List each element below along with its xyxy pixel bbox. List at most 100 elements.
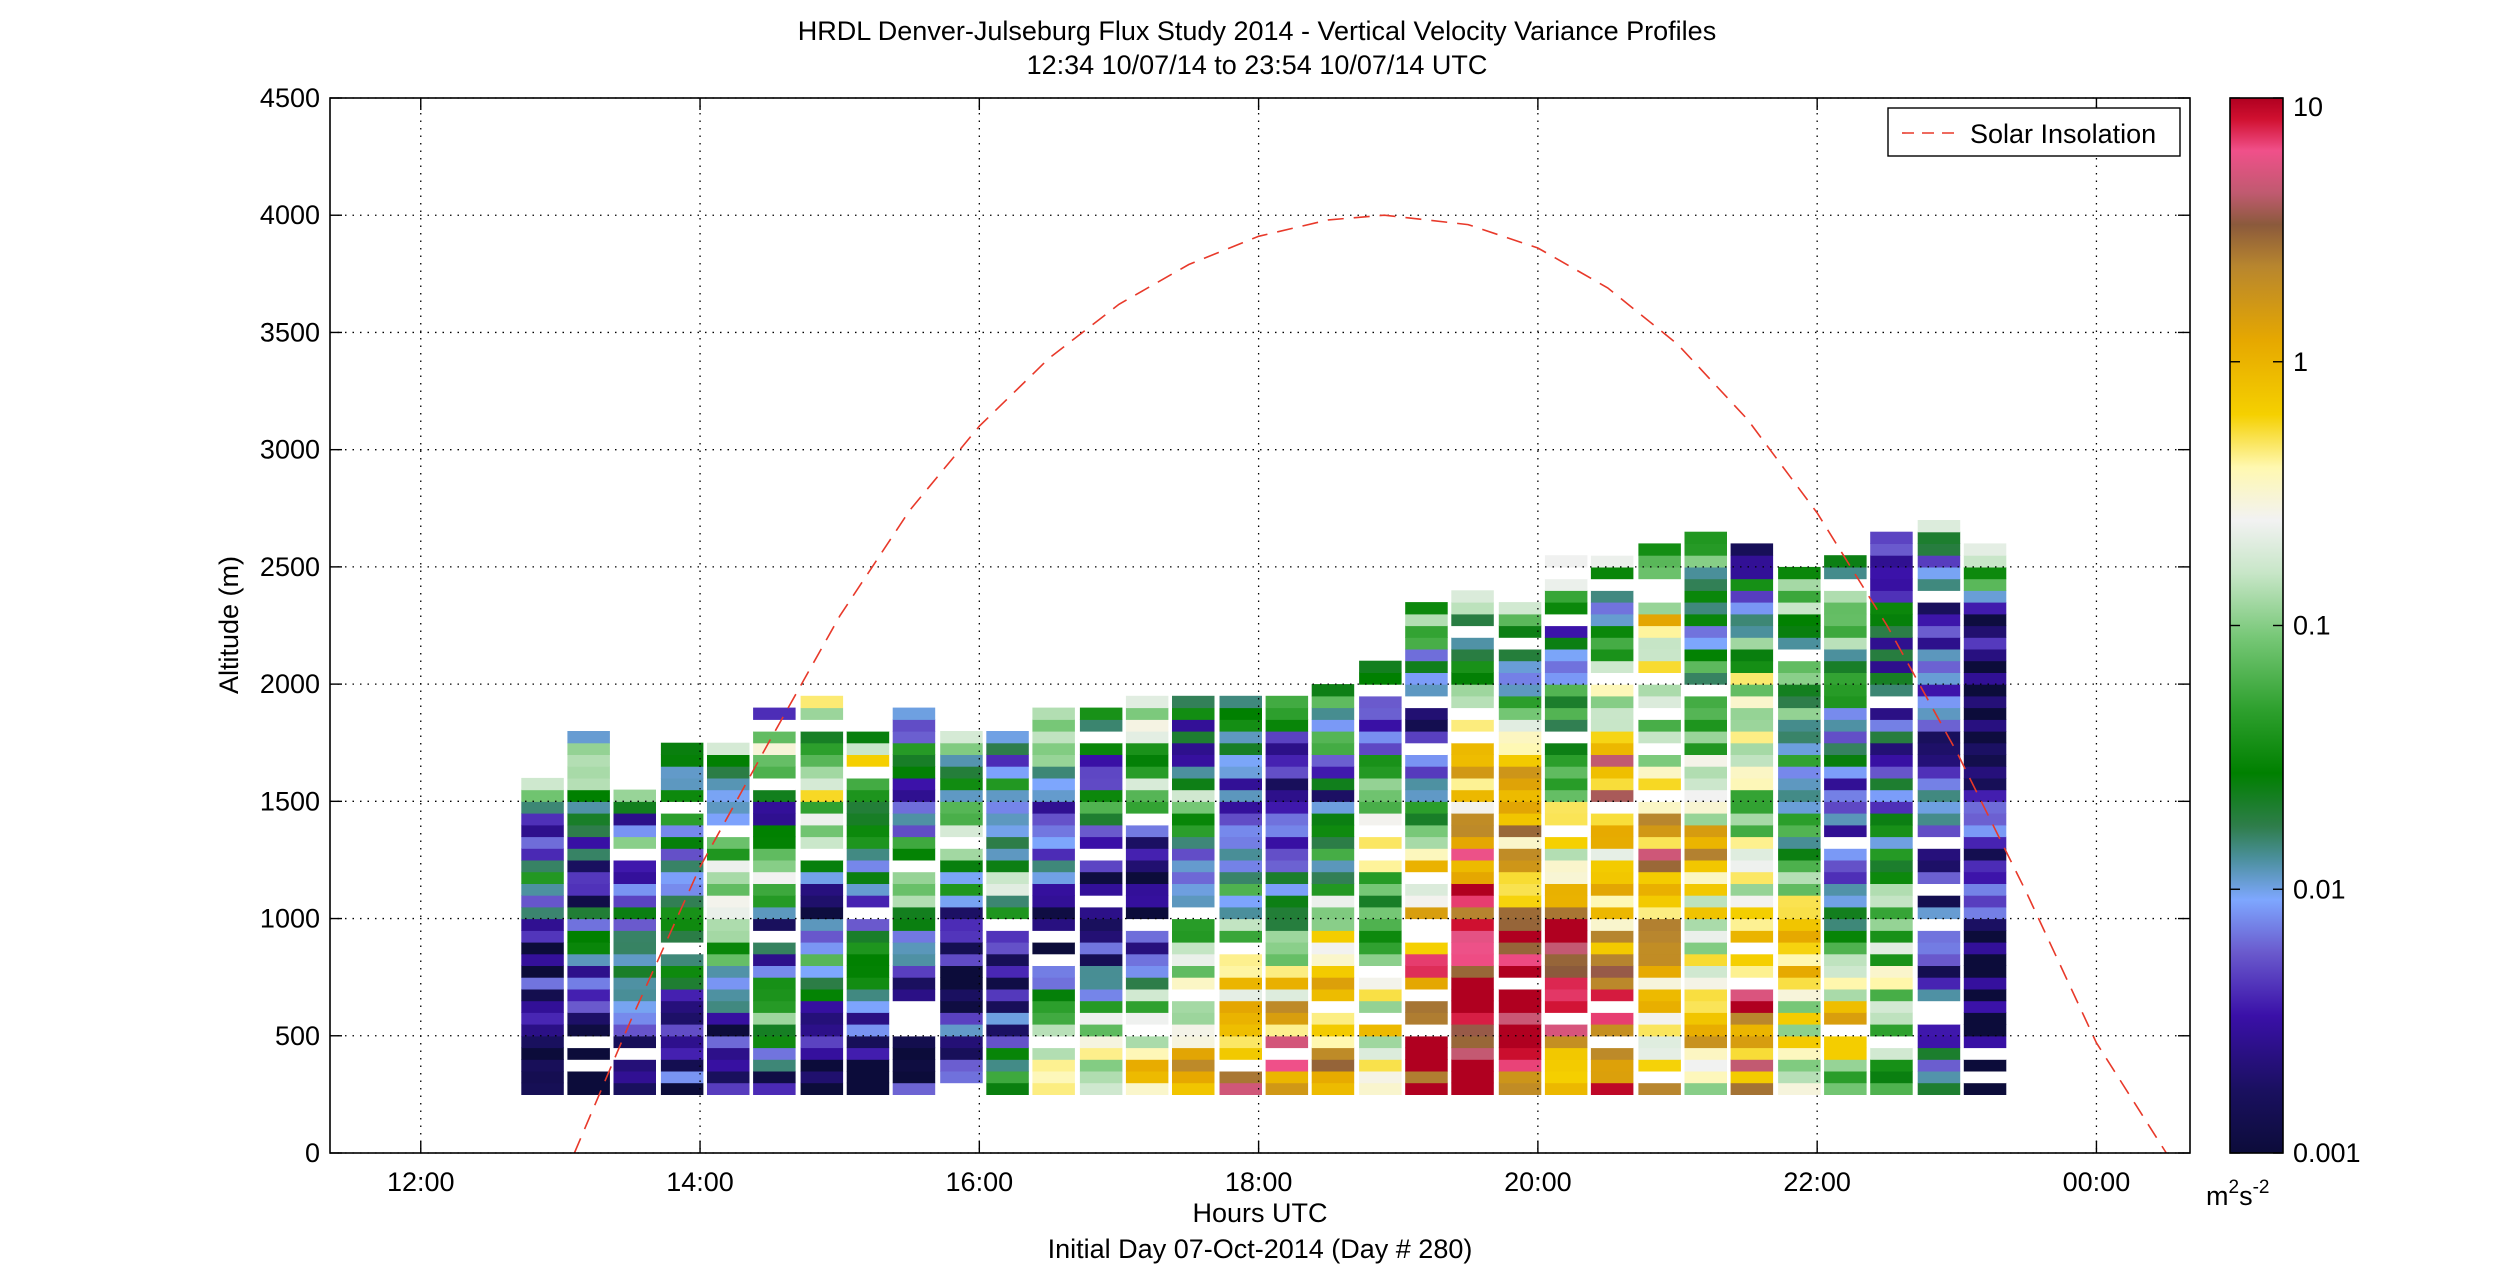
heatmap-cell bbox=[753, 707, 796, 720]
x-axis-label: Hours UTC bbox=[1192, 1198, 1327, 1228]
heatmap-cell bbox=[1359, 1035, 1402, 1049]
heatmap-cell bbox=[1451, 883, 1494, 896]
heatmap-cell bbox=[1917, 1059, 1961, 1072]
heatmap-cell bbox=[1032, 754, 1075, 767]
heatmap-cell bbox=[567, 883, 610, 896]
heatmap-cell bbox=[1359, 801, 1402, 814]
heatmap-cell bbox=[1498, 824, 1542, 838]
heatmap-cell bbox=[1032, 848, 1075, 861]
heatmap-cell bbox=[1870, 977, 1913, 990]
heatmap-cell bbox=[892, 742, 936, 755]
heatmap-cell bbox=[1405, 871, 1448, 884]
heatmap-cell bbox=[1451, 742, 1494, 755]
heatmap-cell bbox=[1265, 766, 1309, 779]
heatmap-cell bbox=[613, 1070, 656, 1084]
heatmap-cell bbox=[1311, 777, 1355, 791]
heatmap-cell bbox=[1684, 801, 1727, 814]
heatmap-cell bbox=[753, 836, 796, 849]
heatmap-cell bbox=[1359, 859, 1402, 873]
heatmap-cell bbox=[1638, 965, 1681, 978]
heatmap-cell bbox=[1917, 988, 1961, 1002]
heatmap-cell bbox=[986, 731, 1029, 744]
heatmap-cell bbox=[1870, 1070, 1913, 1084]
heatmap-cell bbox=[1917, 578, 1961, 591]
heatmap-cell bbox=[1359, 660, 1402, 673]
heatmap-cell bbox=[940, 777, 983, 791]
heatmap-cell bbox=[1684, 988, 1727, 1002]
heatmap-cell bbox=[1359, 1047, 1402, 1060]
heatmap-cell bbox=[660, 824, 704, 838]
heatmap-cell bbox=[1590, 848, 1634, 861]
heatmap-cell bbox=[986, 988, 1029, 1002]
heatmap-cell bbox=[1638, 707, 1681, 720]
heatmap-cell bbox=[1730, 1082, 1774, 1095]
heatmap-cell bbox=[1963, 813, 2007, 826]
heatmap-cell bbox=[753, 883, 796, 896]
heatmap-cell bbox=[521, 918, 564, 931]
heatmap-cell bbox=[1870, 848, 1913, 861]
heatmap-cell bbox=[1498, 895, 1542, 908]
heatmap-cell bbox=[1684, 590, 1727, 603]
heatmap-cell bbox=[1638, 731, 1681, 744]
heatmap-cell bbox=[1778, 883, 1821, 896]
heatmap-cell bbox=[1638, 660, 1681, 673]
heatmap-cell bbox=[1125, 789, 1169, 802]
heatmap-cell bbox=[1032, 918, 1075, 931]
heatmap-cell bbox=[1684, 1024, 1727, 1037]
heatmap-cell bbox=[1405, 613, 1448, 627]
heatmap-cell bbox=[1730, 801, 1774, 814]
heatmap-cell bbox=[1032, 1024, 1075, 1037]
heatmap-cells bbox=[521, 520, 2007, 1095]
heatmap-cell bbox=[660, 1024, 704, 1037]
heatmap-cell bbox=[567, 965, 610, 978]
heatmap-cell bbox=[1824, 731, 1867, 744]
heatmap-cell bbox=[1125, 859, 1169, 873]
heatmap-cell bbox=[1730, 742, 1774, 755]
heatmap-cell bbox=[1730, 942, 1774, 955]
heatmap-cell bbox=[1590, 1012, 1634, 1025]
heatmap-cell bbox=[1405, 953, 1448, 966]
heatmap-cell bbox=[707, 848, 750, 861]
heatmap-cell bbox=[1870, 660, 1913, 673]
heatmap-cell bbox=[1778, 637, 1821, 650]
heatmap-cell bbox=[707, 1000, 750, 1013]
heatmap-cell bbox=[846, 977, 890, 990]
heatmap-cell bbox=[1405, 1035, 1448, 1049]
heatmap-cell bbox=[1311, 918, 1355, 931]
heatmap-cell bbox=[1544, 602, 1588, 615]
heatmap-cell bbox=[846, 906, 890, 920]
heatmap-cell bbox=[1219, 754, 1262, 767]
heatmap-cell bbox=[1684, 684, 1727, 697]
heatmap-cell bbox=[567, 731, 610, 744]
heatmap-cell bbox=[567, 977, 610, 990]
heatmap-cell bbox=[1778, 602, 1821, 615]
heatmap-cell bbox=[1638, 684, 1681, 697]
heatmap-cell bbox=[660, 965, 704, 978]
heatmap-cell bbox=[1451, 1000, 1494, 1013]
heatmap-cell bbox=[1963, 1012, 2007, 1025]
heatmap-cell bbox=[1870, 801, 1913, 814]
heatmap-cell bbox=[1405, 1070, 1448, 1084]
heatmap-cell bbox=[892, 988, 936, 1002]
heatmap-cell bbox=[1405, 801, 1448, 814]
heatmap-cell bbox=[1498, 754, 1542, 767]
heatmap-cell bbox=[1451, 1059, 1494, 1072]
heatmap-cell bbox=[521, 1000, 564, 1013]
heatmap-cell bbox=[707, 1024, 750, 1037]
heatmap-cell bbox=[1684, 672, 1727, 685]
heatmap-cell bbox=[892, 1000, 936, 1013]
heatmap-cell bbox=[1917, 637, 1961, 650]
heatmap-cell bbox=[1590, 613, 1634, 627]
heatmap-cell bbox=[1498, 742, 1542, 755]
heatmap-cell bbox=[1590, 953, 1634, 966]
heatmap-cell bbox=[1590, 695, 1634, 709]
heatmap-cell bbox=[1451, 1070, 1494, 1084]
heatmap-cell bbox=[1917, 836, 1961, 849]
heatmap-cell bbox=[660, 848, 704, 861]
heatmap-cell bbox=[707, 1047, 750, 1060]
legend-box bbox=[1887, 107, 2181, 157]
heatmap-cell bbox=[1917, 520, 1961, 533]
heatmap-cell bbox=[521, 1012, 564, 1025]
heatmap-cell bbox=[1498, 789, 1542, 802]
